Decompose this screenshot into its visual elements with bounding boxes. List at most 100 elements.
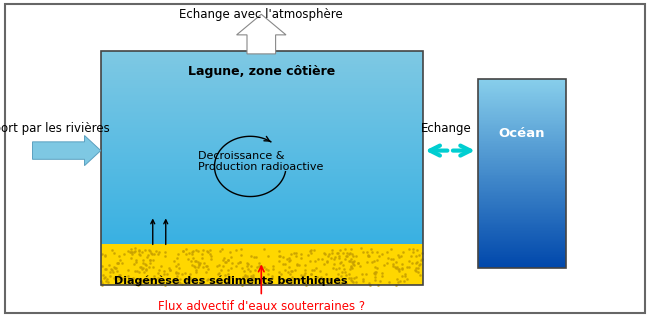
Bar [101,67,422,68]
Bar [478,201,566,202]
Bar [478,107,566,108]
Bar [478,186,566,187]
Bar [101,171,422,173]
Bar [478,109,566,110]
Bar [478,235,566,236]
Bar [101,180,422,181]
Bar [101,106,422,107]
Bar [478,197,566,198]
Bar [478,216,566,217]
Bar [478,237,566,238]
Bar [478,206,566,207]
Bar [101,282,422,283]
Bar [101,173,422,174]
Bar [478,240,566,241]
Bar [101,82,422,84]
Bar [101,86,422,87]
Bar [478,99,566,100]
Bar [101,193,422,194]
Bar [478,152,566,153]
Bar [101,181,422,182]
Bar [101,107,422,108]
Bar [101,213,422,214]
Bar [478,101,566,102]
Bar [478,209,566,210]
Bar [478,124,566,125]
Bar [101,250,422,251]
Bar [101,236,422,237]
Text: Decroissance &
Production radioactive: Decroissance & Production radioactive [198,151,324,172]
Bar [478,185,566,186]
Bar [478,89,566,90]
Bar [101,220,422,221]
Bar [478,166,566,167]
Bar [101,75,422,76]
Bar [478,245,566,246]
Bar [478,91,566,92]
Bar [101,244,422,245]
Bar [478,232,566,233]
Bar [101,52,422,53]
Bar [478,155,566,156]
Bar [101,261,422,262]
Bar [478,123,566,124]
Bar [478,132,566,133]
Bar [478,264,566,265]
Bar [478,208,566,209]
Bar [101,222,422,223]
Bar [101,251,422,252]
Bar [478,181,566,182]
Bar [101,54,422,55]
Bar [478,173,566,174]
Bar [478,230,566,231]
Bar [101,148,422,149]
Bar [478,140,566,141]
Bar [101,96,422,98]
Bar [101,62,422,64]
Bar [101,101,422,102]
Bar [101,167,422,168]
Bar [101,216,422,217]
Bar [101,205,422,207]
Bar [101,125,422,126]
Bar [101,221,422,222]
Bar [478,112,566,113]
Bar [478,238,566,239]
Bar [101,65,422,66]
Bar [101,223,422,224]
Bar [478,215,566,216]
Bar [478,226,566,227]
Bar [101,227,422,228]
Bar [478,165,566,166]
Bar [101,281,422,282]
Bar [478,156,566,157]
Bar [101,169,422,170]
Bar [478,84,566,85]
Bar [101,121,422,122]
Bar [101,74,422,75]
FancyArrow shape [32,136,101,165]
Bar [101,139,422,140]
Bar [101,165,422,166]
Bar [478,188,566,189]
Bar [478,163,566,164]
Bar [101,256,422,257]
Bar [101,244,422,285]
Bar [101,168,422,169]
Bar [478,241,566,242]
Bar [101,242,422,243]
Bar [478,204,566,205]
Bar [101,120,422,121]
Bar [478,262,566,263]
Bar [101,207,422,208]
Bar [478,220,566,221]
Bar [478,81,566,82]
Bar [101,255,422,256]
Bar [101,263,422,264]
Bar [478,145,566,146]
Bar [478,227,566,228]
Bar [101,186,422,187]
Bar [101,208,422,209]
Bar [101,109,422,111]
Bar [478,148,566,149]
